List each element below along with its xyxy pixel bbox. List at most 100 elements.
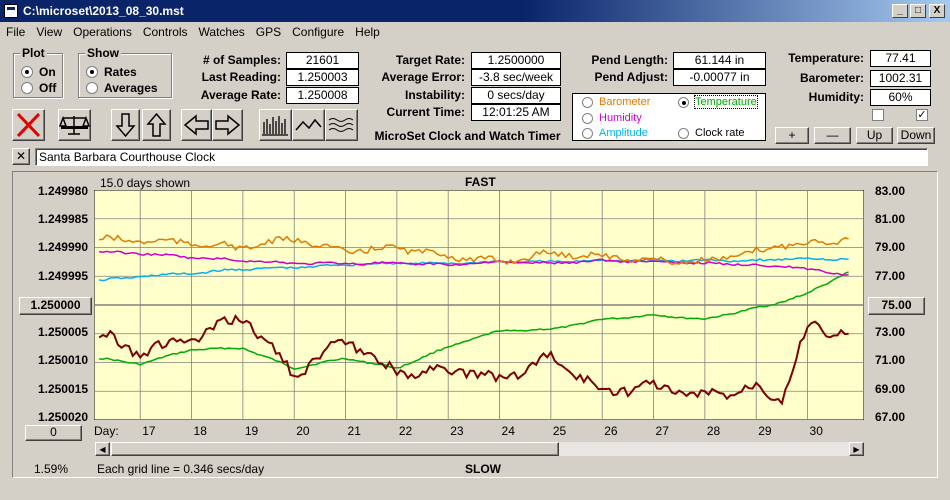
barometer-value: 1002.31: [870, 70, 931, 87]
arrow-up-button[interactable]: [142, 109, 171, 141]
menu-bar: File View Operations Controls Watches GP…: [0, 22, 950, 41]
scale-plus-button[interactable]: +: [775, 127, 809, 144]
menu-watches[interactable]: Watches: [198, 24, 245, 39]
right-tick: 73.00: [875, 325, 906, 339]
right-tick: 81.00: [875, 212, 906, 226]
maximize-button[interactable]: □: [910, 4, 926, 18]
last-reading-label: Last Reading:: [201, 70, 281, 84]
day-tick-label: 22: [398, 424, 413, 438]
left-tick: 1.250015: [37, 382, 88, 396]
chart-panel: [12, 171, 938, 478]
target-rate-label: Target Rate:: [395, 53, 465, 67]
x-axis: Day: 17 18 19 20 21 22 23 24 25 26 27 28 29 30: [94, 423, 864, 439]
arrow-down-icon: [115, 113, 136, 138]
humidity-value: 60%: [870, 89, 931, 106]
menu-file[interactable]: File: [6, 24, 26, 39]
checkbox-1[interactable]: [872, 109, 884, 121]
plot-area[interactable]: [94, 190, 864, 420]
line-view-button[interactable]: [292, 109, 325, 141]
zero-button[interactable]: 0: [25, 425, 82, 441]
left-reference-button[interactable]: 1.250000: [19, 297, 92, 315]
menu-help[interactable]: Help: [355, 24, 380, 39]
scroll-right-arrow-icon[interactable]: ▶: [849, 442, 864, 456]
radio-icon: [21, 82, 33, 94]
selector-temperature[interactable]: Temperature: [678, 95, 758, 109]
waves-view-button[interactable]: [325, 109, 358, 141]
average-rate-label: Average Rate:: [200, 88, 281, 102]
humidity-label: Humidity:: [808, 90, 864, 104]
target-rate-value[interactable]: 1.2500000: [471, 52, 561, 69]
right-tick: 67.00: [875, 410, 906, 424]
clear-watch-button[interactable]: ✕: [12, 148, 30, 165]
left-tick: 1.249980: [37, 184, 88, 198]
left-tick: 1.250020: [37, 410, 88, 424]
arrow-left-button[interactable]: [181, 109, 212, 141]
right-tick: 69.00: [875, 382, 906, 396]
scrollbar-thumb[interactable]: [111, 442, 559, 456]
menu-view[interactable]: View: [36, 24, 63, 39]
selector-barometer[interactable]: Barometer: [582, 96, 650, 108]
plot-group-title: Plot: [20, 46, 47, 60]
day-tick-label: 20: [296, 424, 310, 438]
right-tick: 83.00: [875, 184, 906, 198]
arrow-right-button[interactable]: [212, 109, 243, 141]
arrow-right-icon: [215, 114, 241, 136]
grid-note-label: Each grid line = 0.346 secs/day: [97, 462, 265, 476]
show-averages-radio[interactable]: Averages: [86, 81, 158, 95]
minimize-button[interactable]: _: [892, 4, 908, 18]
radio-icon: [582, 112, 593, 124]
selector-humidity[interactable]: Humidity: [582, 112, 642, 124]
close-button[interactable]: X: [929, 4, 945, 18]
checkbox-2[interactable]: ✓: [916, 109, 928, 121]
scale-down-button[interactable]: Down: [897, 127, 935, 144]
arrow-down-button[interactable]: [111, 109, 140, 141]
radio-selected-icon: [678, 96, 689, 108]
scale-up-button[interactable]: Up: [856, 127, 893, 144]
scroll-left-arrow-icon[interactable]: ◀: [95, 442, 110, 456]
balance-button[interactable]: [58, 109, 91, 141]
day-label: Day:: [94, 424, 119, 438]
last-reading-value: 1.250003: [286, 69, 359, 86]
percent-label: 1.59%: [34, 462, 69, 476]
day-tick-label: 17: [142, 424, 156, 438]
samples-value: 21601: [286, 52, 359, 69]
menu-controls[interactable]: Controls: [142, 24, 188, 39]
day-tick-label: 23: [450, 424, 464, 438]
plot-on-radio[interactable]: On: [21, 65, 56, 79]
day-tick-label: 27: [655, 424, 669, 438]
pend-length-value[interactable]: 61.144 in: [673, 52, 766, 69]
day-tick-label: 18: [193, 424, 207, 438]
menu-operations[interactable]: Operations: [73, 24, 132, 39]
selector-amplitude[interactable]: Amplitude: [582, 127, 648, 139]
selector-clock-rate[interactable]: Clock rate: [678, 127, 745, 139]
show-group: Show Rates Averages: [78, 46, 172, 98]
right-tick: 71.00: [875, 353, 906, 367]
instability-label: Instability:: [404, 88, 465, 102]
bars-view-button[interactable]: [259, 109, 292, 141]
day-tick-label: 19: [244, 424, 259, 438]
plot-off-radio[interactable]: Off: [21, 81, 56, 95]
scale-minus-button[interactable]: —: [814, 127, 851, 144]
samples-label: # of Samples:: [202, 53, 281, 67]
title-bar: C:\microset\2013_08_30.mst _ □ X: [0, 0, 950, 22]
menu-configure[interactable]: Configure: [292, 24, 345, 39]
left-tick: 1.249990: [37, 240, 88, 254]
horizontal-scrollbar[interactable]: ◀ ▶: [94, 441, 865, 457]
current-time-label: Current Time:: [386, 105, 465, 119]
radio-selected-icon: [21, 66, 33, 78]
right-reference-button[interactable]: 75.00: [868, 297, 925, 315]
show-rates-radio[interactable]: Rates: [86, 65, 137, 79]
radio-icon: [582, 127, 593, 139]
radio-icon: [86, 82, 98, 94]
average-error-label: Average Error:: [381, 70, 465, 84]
average-rate-value: 1.250008: [286, 87, 359, 104]
series-line-humidity: [98, 250, 849, 276]
day-tick-label: 24: [501, 424, 515, 438]
right-tick: 77.00: [875, 269, 906, 283]
stop-button[interactable]: [12, 109, 45, 141]
day-tick-label: 26: [604, 424, 618, 438]
plot-group: Plot On Off: [13, 46, 63, 98]
watch-name-field[interactable]: Santa Barbara Courthouse Clock: [35, 148, 928, 166]
menu-gps[interactable]: GPS: [255, 24, 282, 39]
current-time-value: 12:01:25 AM: [471, 104, 561, 121]
